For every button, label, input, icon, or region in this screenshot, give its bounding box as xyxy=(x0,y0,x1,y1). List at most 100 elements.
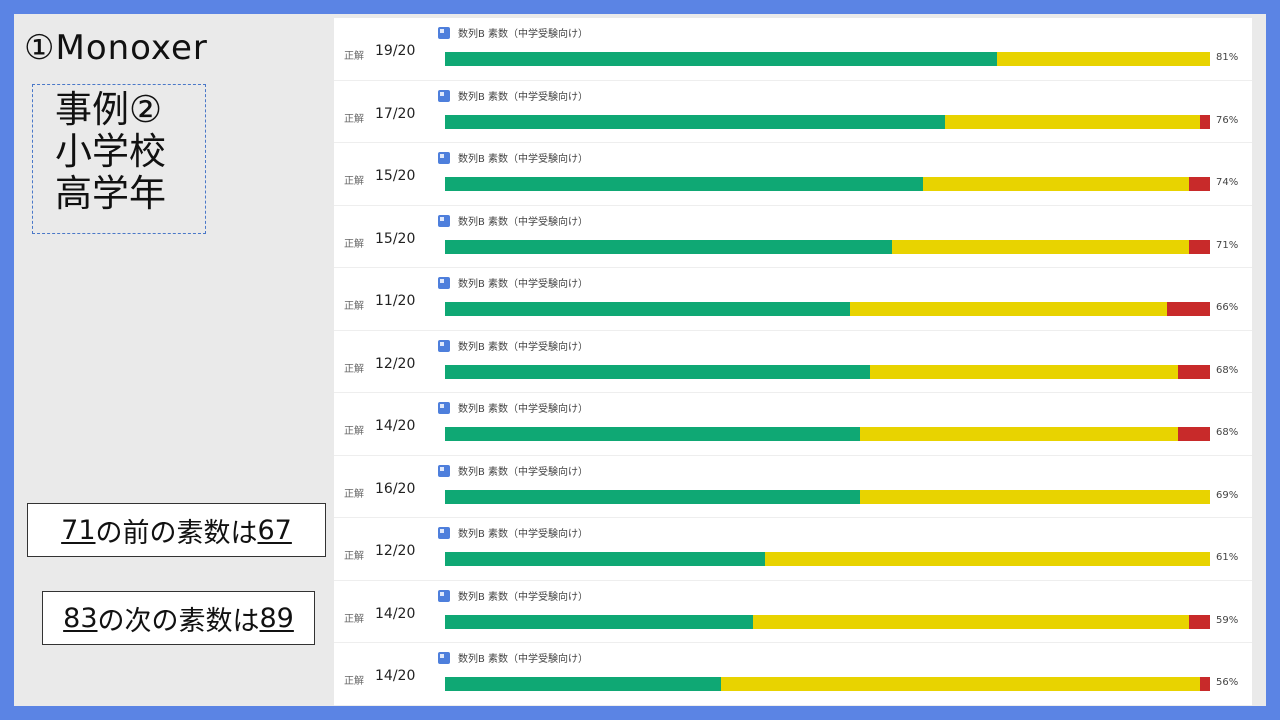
deck-name[interactable]: 数列B 素数（中学受験向け） xyxy=(458,341,589,353)
percent-text: 56% xyxy=(1216,677,1239,688)
fact-number: 83 xyxy=(63,602,98,634)
percent-text: 71% xyxy=(1216,239,1239,251)
correct-label: 正解 xyxy=(344,301,364,312)
bar-segment-green xyxy=(445,177,924,191)
result-row[interactable]: 正解 17/20 数列B 素数（中学受験向け） 76% xyxy=(334,81,1252,143)
score-text: 16/20 xyxy=(375,480,416,497)
progress-bar xyxy=(445,427,1210,441)
percent-text: 69% xyxy=(1216,489,1239,501)
deck-icon xyxy=(438,214,450,227)
percent-text: 66% xyxy=(1216,302,1239,313)
bar-segment-yellow xyxy=(997,52,1210,66)
score-text: 12/20 xyxy=(375,543,416,559)
score-text: 17/20 xyxy=(375,105,416,122)
case-line: 事例② xyxy=(55,88,163,131)
bar-segment-yellow xyxy=(923,177,1189,191)
progress-bar xyxy=(445,52,1210,66)
deck-icon xyxy=(438,589,450,602)
deck-name[interactable]: 数列B 素数（中学受験向け） xyxy=(458,154,589,165)
result-row[interactable]: 正解 12/20 数列B 素数（中学受験向け） 61% xyxy=(334,518,1252,581)
bar-segment-green xyxy=(445,239,892,254)
correct-label: 正解 xyxy=(344,613,364,625)
bar-segment-green xyxy=(445,614,753,629)
percent-text: 76% xyxy=(1216,114,1239,126)
bar-segment-green xyxy=(445,302,850,316)
deck-icon xyxy=(438,89,450,102)
progress-bar xyxy=(445,552,1210,566)
fact-text: の次の素数は xyxy=(97,605,260,637)
fact-box-next-prime: 83 の次の素数は 89 xyxy=(42,591,315,645)
bar-segment-yellow xyxy=(859,427,1178,441)
bar-segment-red xyxy=(1200,677,1210,691)
progress-bar xyxy=(445,177,1210,191)
result-row[interactable]: 正解 15/20 数列B 素数（中学受験向け） 71% xyxy=(334,206,1252,268)
bar-segment-red xyxy=(1189,239,1210,254)
correct-label: 正解 xyxy=(344,676,364,687)
deck-name[interactable]: 数列B 素数（中学受験向け） xyxy=(458,466,589,478)
deck-icon xyxy=(438,652,450,664)
fact-text: の前の素数は xyxy=(95,517,258,549)
score-text: 14/20 xyxy=(375,668,416,684)
score-text: 15/20 xyxy=(375,168,416,184)
bar-segment-yellow xyxy=(891,239,1190,254)
score-text: 14/20 xyxy=(375,418,416,434)
bar-segment-yellow xyxy=(764,552,1210,566)
percent-text: 81% xyxy=(1216,52,1239,63)
progress-bar xyxy=(445,302,1210,316)
bar-segment-yellow xyxy=(870,364,1178,379)
deck-icon xyxy=(438,339,450,352)
correct-label: 正解 xyxy=(344,551,364,562)
result-row[interactable]: 正解 12/20 数列B 素数（中学受験向け） 68% xyxy=(334,331,1252,393)
fact-number: 71 xyxy=(61,514,96,546)
bar-segment-green xyxy=(445,114,946,129)
correct-label: 正解 xyxy=(344,238,364,250)
case-line: 小学校 xyxy=(55,130,166,173)
deck-name[interactable]: 数列B 素数（中学受験向け） xyxy=(458,279,589,290)
progress-bar xyxy=(445,114,1210,129)
result-row[interactable]: 正解 14/20 数列B 素数（中学受験向け） 59% xyxy=(334,581,1252,643)
bar-segment-red xyxy=(1167,302,1210,316)
bar-segment-green xyxy=(445,552,765,566)
bar-segment-green xyxy=(445,364,871,379)
result-row[interactable]: 正解 14/20 数列B 素数（中学受験向け） 56% xyxy=(334,643,1252,706)
bar-segment-green xyxy=(445,677,722,691)
bar-segment-yellow xyxy=(849,302,1168,316)
bar-segment-yellow xyxy=(945,114,1201,129)
correct-label: 正解 xyxy=(344,488,364,500)
brand-title: ①Monoxer xyxy=(24,28,208,68)
bar-segment-green xyxy=(445,489,860,504)
percent-text: 74% xyxy=(1216,177,1239,188)
deck-icon xyxy=(438,402,450,414)
correct-label: 正解 xyxy=(344,51,364,62)
deck-name[interactable]: 数列B 素数（中学受験向け） xyxy=(458,29,589,40)
deck-icon xyxy=(438,527,450,539)
deck-name[interactable]: 数列B 素数（中学受験向け） xyxy=(458,404,589,415)
deck-icon xyxy=(438,277,450,289)
correct-label: 正解 xyxy=(344,176,364,187)
result-row[interactable]: 正解 14/20 数列B 素数（中学受験向け） 68% xyxy=(334,393,1252,456)
bar-segment-red xyxy=(1177,427,1210,441)
score-text: 19/20 xyxy=(375,43,416,59)
result-row[interactable]: 正解 16/20 数列B 素数（中学受験向け） 69% xyxy=(334,456,1252,518)
bar-segment-red xyxy=(1188,614,1210,629)
bar-segment-yellow xyxy=(752,614,1189,629)
result-row[interactable]: 正解 15/20 数列B 素数（中学受験向け） 74% xyxy=(334,143,1252,206)
percent-text: 59% xyxy=(1216,614,1239,626)
fact-box-previous-prime: 71 の前の素数は 67 xyxy=(27,503,326,557)
result-row[interactable]: 正解 11/20 数列B 素数（中学受験向け） 66% xyxy=(334,268,1252,331)
score-text: 12/20 xyxy=(375,355,416,372)
correct-label: 正解 xyxy=(344,426,364,437)
bar-segment-yellow xyxy=(721,677,1201,691)
deck-name[interactable]: 数列B 素数（中学受験向け） xyxy=(458,529,589,540)
deck-name[interactable]: 数列B 素数（中学受験向け） xyxy=(458,591,589,603)
deck-name[interactable]: 数列B 素数（中学受験向け） xyxy=(458,216,589,228)
deck-name[interactable]: 数列B 素数（中学受験向け） xyxy=(458,91,589,103)
bar-segment-red xyxy=(1177,364,1210,379)
deck-name[interactable]: 数列B 素数（中学受験向け） xyxy=(458,654,589,665)
correct-label: 正解 xyxy=(344,113,364,125)
percent-text: 68% xyxy=(1216,427,1239,438)
bar-segment-green xyxy=(445,427,860,441)
result-row[interactable]: 正解 19/20 数列B 素数（中学受験向け） 81% xyxy=(334,18,1252,81)
correct-label: 正解 xyxy=(344,363,364,375)
percent-text: 61% xyxy=(1216,552,1239,563)
